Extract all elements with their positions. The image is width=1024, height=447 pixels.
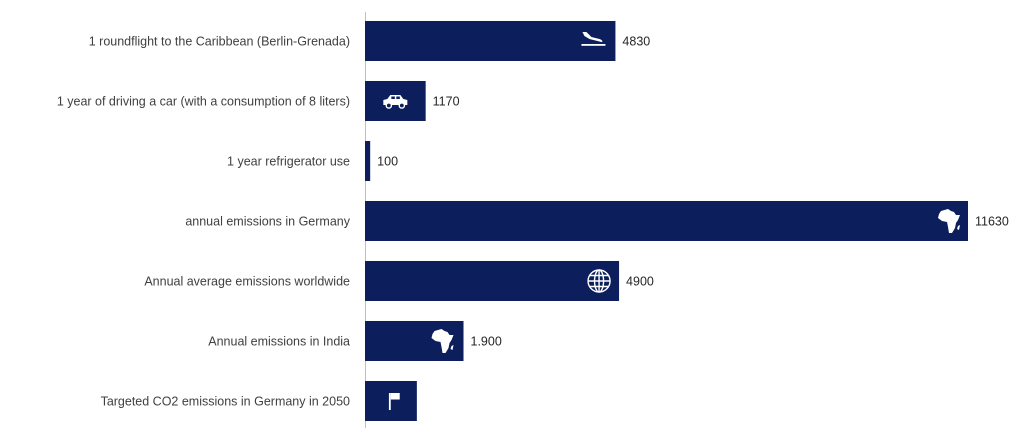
category-label: Annual emissions in India [208, 335, 350, 349]
value-label: 100 [377, 155, 398, 169]
bar-icons [383, 32, 960, 410]
value-label: 11630 [975, 215, 1009, 229]
bar [365, 201, 968, 241]
bar [365, 261, 620, 301]
bars [365, 21, 968, 421]
africa-map-icon [431, 329, 454, 353]
category-label: Targeted CO2 emissions in Germany in 205… [101, 395, 350, 409]
flag-icon [388, 393, 400, 410]
value-labels: 4830 1170 100 11630 4900 1.900 [377, 35, 1009, 349]
category-label: 1 year of driving a car (with a consumpt… [57, 95, 350, 109]
category-labels: 1 roundflight to the Caribbean (Berlin-G… [57, 35, 351, 409]
value-label: 1.900 [471, 335, 502, 349]
category-label: 1 roundflight to the Caribbean (Berlin-G… [89, 35, 350, 49]
africa-map-icon [938, 209, 960, 233]
car-icon [383, 95, 408, 109]
category-label: Annual average emissions worldwide [144, 275, 350, 289]
globe-icon [587, 269, 611, 293]
value-label: 1170 [433, 95, 460, 109]
bar [365, 141, 371, 181]
category-label: 1 year refrigerator use [227, 155, 350, 169]
value-label: 4830 [622, 35, 650, 49]
value-label: 4900 [626, 275, 654, 289]
bar [365, 21, 616, 61]
bar [365, 381, 417, 421]
category-label: annual emissions in Germany [185, 215, 350, 229]
airplane-landing-icon [581, 32, 606, 46]
